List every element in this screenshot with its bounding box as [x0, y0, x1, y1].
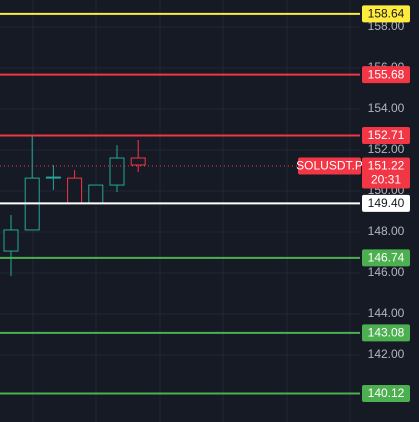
candle-body	[109, 157, 125, 186]
level-label: 140.12	[368, 386, 405, 400]
candle-body	[45, 176, 61, 179]
candle-body	[3, 229, 19, 252]
y-tick-label: 142.00	[368, 347, 405, 361]
level-label: 152.71	[368, 128, 405, 142]
level-label-box	[362, 66, 410, 84]
level-label: 149.40	[368, 196, 405, 210]
candle-body	[88, 184, 104, 204]
candle-body	[67, 177, 83, 204]
countdown-label: 20:31	[371, 173, 401, 187]
y-tick-label: 148.00	[368, 224, 405, 238]
y-tick-label: 152.00	[368, 142, 405, 156]
level-label-box	[362, 249, 410, 267]
last-price-box	[362, 157, 410, 189]
level-label-box	[362, 126, 410, 144]
y-tick-label: 144.00	[368, 306, 405, 320]
candle-body	[130, 157, 146, 166]
symbol-label: SOLUSDT.P	[296, 159, 363, 173]
level-label-box	[362, 194, 410, 212]
y-tick-label: 158.00	[368, 19, 405, 33]
symbol-label-box	[298, 157, 361, 175]
level-label: 143.08	[368, 326, 405, 340]
level-label: 155.68	[368, 67, 405, 81]
level-label-box	[362, 5, 410, 23]
level-label-box	[362, 324, 410, 342]
time-grid	[32, 0, 351, 422]
y-tick-label: 154.00	[368, 101, 405, 115]
y-tick-label: 146.00	[368, 265, 405, 279]
level-label: 146.74	[368, 251, 405, 265]
level-label-box	[362, 385, 410, 403]
last-price-label: 151.22	[368, 159, 405, 173]
level-label: 158.64	[368, 7, 405, 21]
